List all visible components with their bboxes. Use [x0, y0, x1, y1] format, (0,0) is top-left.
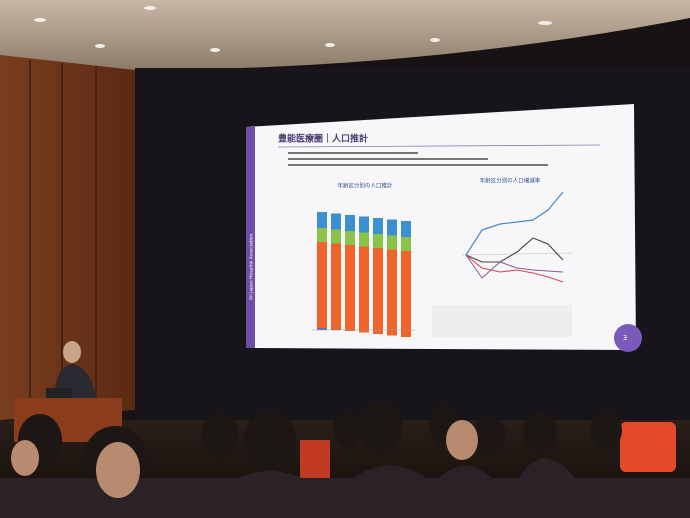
- right-chart-title: 年齢区分別の人口増減率: [480, 177, 541, 185]
- bar-segment: [345, 215, 355, 231]
- data-table: [432, 305, 572, 337]
- bar-segment: [317, 242, 327, 328]
- bar-segment: [331, 243, 341, 330]
- bar-segment: [387, 249, 397, 336]
- bar-segment: [317, 212, 327, 228]
- speaker-head: [63, 341, 81, 363]
- bar-segment: [401, 251, 411, 337]
- bar-segment: [387, 219, 397, 236]
- bar-segment: [345, 231, 355, 245]
- zero-line: [461, 252, 573, 256]
- bar-segment: [317, 228, 327, 242]
- bar-segment: [359, 246, 369, 333]
- bar-segment: [401, 221, 411, 237]
- page-number: 3: [623, 334, 627, 342]
- bar-segment: [331, 229, 341, 244]
- bar-segment: [373, 248, 383, 334]
- ceiling-lights: [34, 6, 552, 52]
- bar-segment: [359, 216, 369, 233]
- side-label: All Japan Hospital Association: [249, 233, 255, 300]
- title-rule: [277, 144, 601, 148]
- wood-panel: [0, 55, 135, 420]
- bar-segment: [373, 234, 383, 248]
- line: [465, 254, 564, 283]
- laptop: [46, 388, 72, 398]
- line: [465, 237, 564, 263]
- line: [465, 191, 564, 256]
- bar-segment: [345, 245, 355, 331]
- ceiling: [0, 0, 690, 70]
- slide-sidebar: [246, 127, 255, 348]
- bar-segment: [373, 218, 383, 234]
- page-badge: [614, 324, 642, 352]
- slide-title: 豊能医療圏｜人口推計: [278, 133, 368, 145]
- bar-segment: [317, 328, 327, 330]
- bar-segment: [401, 237, 411, 251]
- bar-segment: [359, 232, 369, 247]
- bar-segment: [331, 213, 341, 230]
- bar-segment: [387, 235, 397, 250]
- left-chart-title: 年齢区分別の人口推計: [337, 182, 393, 190]
- line: [465, 254, 564, 279]
- stacked-bars: [317, 212, 411, 337]
- slide-text-lines: [288, 152, 548, 166]
- panel-lines: [29, 60, 97, 418]
- audience: [0, 402, 690, 518]
